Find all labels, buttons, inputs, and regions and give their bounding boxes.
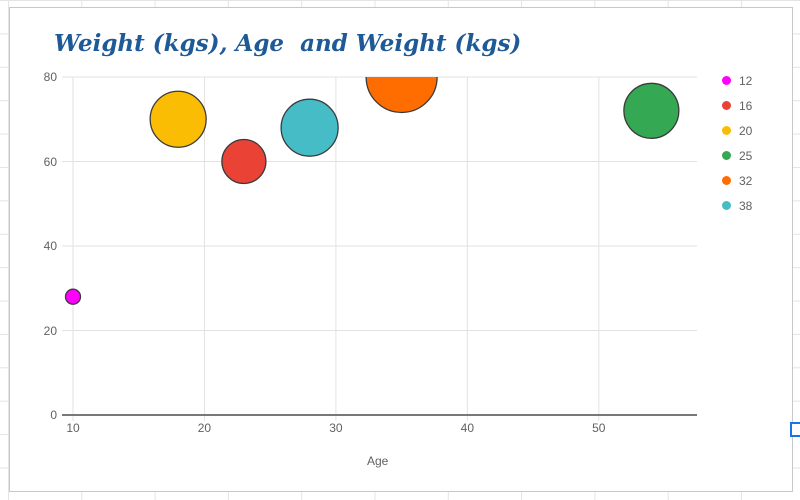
legend-label: 16 [739,98,753,113]
bubbles-group [64,42,680,305]
y-tick-label: 20 [43,323,57,338]
legend-item-25: 25 [722,143,752,168]
y-tick-label: 40 [43,239,57,253]
legend-color-dot [722,126,731,135]
legend-color-dot [722,151,731,160]
legend-label: 12 [739,73,753,88]
legend-label: 20 [739,123,753,138]
bubble-32[interactable] [365,42,438,114]
y-tick-label: 80 [43,70,57,84]
bubble-25[interactable] [623,82,680,139]
legend-label: 32 [739,173,753,188]
legend-item-32: 32 [722,168,752,193]
legend-item-20: 20 [722,118,752,143]
x-tick-label: 10 [66,421,80,435]
legend-item-12: 12 [722,68,752,93]
bubble-20[interactable] [149,90,207,148]
x-tick-label: 30 [329,421,343,435]
x-tick-label: 50 [592,421,606,435]
chart-resize-handle[interactable] [790,422,800,437]
legend-item-16: 16 [722,93,752,118]
legend-color-dot [722,176,731,185]
y-tick-label: 60 [43,154,57,169]
bubble-38[interactable] [280,98,339,157]
legend-color-dot [722,76,731,85]
x-tick-label: 40 [460,421,475,435]
chart-legend: 12 16 20 25 32 38 [722,68,752,218]
legend-label: 25 [739,148,753,163]
legend-color-dot [722,101,731,110]
x-tick-label: 20 [197,421,212,435]
chart-title: Weight (kgs), Age and Weight (kgs) [54,30,522,57]
legend-item-38: 38 [722,193,752,218]
legend-color-dot [722,201,731,210]
bubble-16[interactable] [221,138,267,185]
x-axis-title: Age [367,454,389,468]
y-tick-label: 0 [50,408,57,422]
legend-label: 38 [739,198,753,213]
bubble-12[interactable] [64,288,82,305]
